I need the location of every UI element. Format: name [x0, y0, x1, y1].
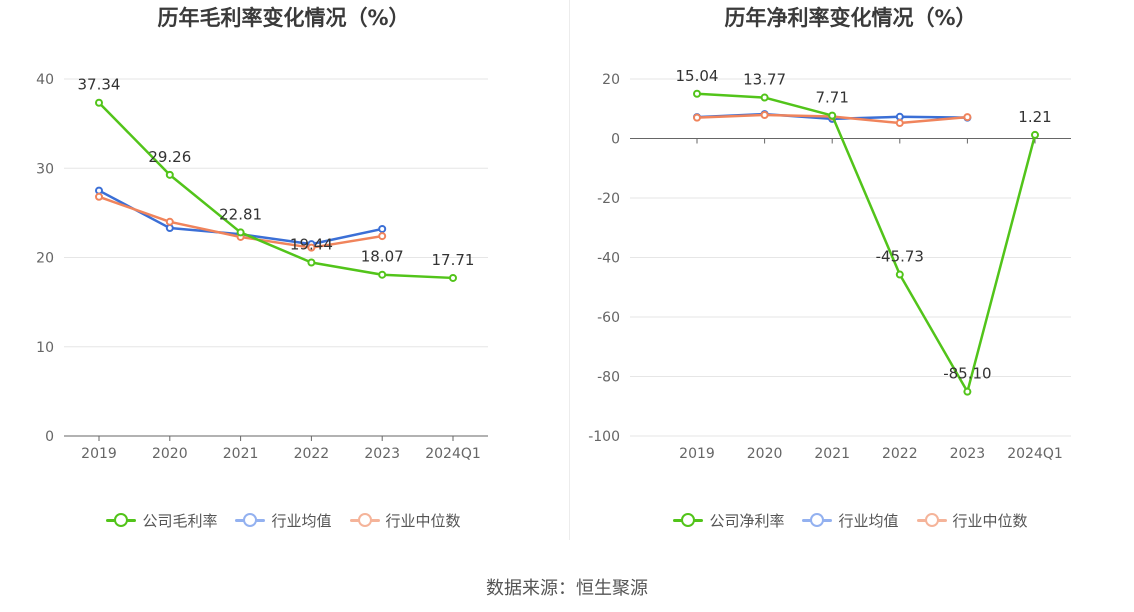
gross-margin-chart: 历年毛利率变化情况（%） 0 10 20 30 40 2019 2020 2021 2022 20…	[0, 0, 567, 545]
data-label: 29.26	[148, 148, 191, 166]
data-point-avg	[378, 224, 387, 233]
y-tick-label: 20	[36, 251, 54, 267]
data-point-company	[378, 270, 387, 279]
x-tick-label: 2023	[364, 446, 400, 462]
legend-label: 公司毛利率	[142, 512, 218, 530]
legend-item-median[interactable]: 行业中位数	[349, 510, 461, 531]
data-point-company	[693, 89, 701, 98]
data-point-median	[307, 243, 316, 252]
x-tick-label: 2019	[679, 446, 715, 462]
y-tick-label: 0	[45, 429, 54, 445]
data-point-avg	[165, 224, 174, 233]
y-tick-label: -100	[588, 429, 620, 445]
x-tick-label: 2023	[950, 446, 986, 462]
data-point-company	[165, 170, 174, 179]
x-tick-label: 2024Q1	[1007, 446, 1063, 462]
data-point-median	[693, 113, 701, 122]
x-tick-label: 2021	[814, 446, 850, 462]
legend-label: 行业均值	[838, 512, 899, 530]
legend-marker-icon	[673, 513, 704, 527]
data-point-median	[760, 110, 769, 119]
net-margin-chart: 历年净利率变化情况（%） -100 -80 -60 -40 -20 0 20 2019 2020…	[567, 0, 1134, 545]
data-point-median	[378, 232, 387, 241]
legend-marker-icon	[916, 513, 947, 527]
y-tick-label: 0	[611, 132, 620, 148]
data-point-company	[828, 111, 837, 120]
legend-item-company[interactable]: 公司毛利率	[106, 510, 217, 531]
data-point-company	[95, 98, 103, 107]
data-point-company	[895, 270, 904, 279]
x-tick-label: 2019	[81, 446, 117, 462]
x-tick-label: 2022	[294, 446, 330, 462]
legend: 公司净利率 行业均值 行业中位数	[567, 510, 1134, 531]
data-point-median	[963, 113, 972, 122]
legend-marker-icon	[106, 513, 137, 527]
y-tick-label: 30	[36, 161, 54, 177]
data-label: 1.21	[1018, 108, 1051, 126]
gross-margin-plot: 0 10 20 30 40 2019 2020 2021 2022 2023 2024Q1 37.34…	[36, 72, 488, 462]
legend-marker-icon	[235, 513, 266, 527]
x-tick-label: 2022	[882, 446, 918, 462]
data-label: 15.04	[676, 67, 719, 85]
series-line-company	[98, 101, 454, 280]
legend-label: 行业中位数	[385, 512, 461, 530]
x-tick-label: 2020	[747, 446, 783, 462]
legend-label: 行业中位数	[952, 512, 1028, 530]
net-margin-plot: -100 -80 -60 -40 -20 0 20 2019 2020 2021 2022 2023 2…	[588, 67, 1071, 462]
data-point-company	[760, 93, 769, 102]
legend-item-avg[interactable]: 行业均值	[802, 510, 899, 531]
data-label: 18.07	[361, 248, 404, 266]
legend-item-avg[interactable]: 行业均值	[235, 510, 332, 531]
legend-item-median[interactable]: 行业中位数	[916, 510, 1028, 531]
y-tick-label: -60	[597, 310, 620, 326]
data-point-avg	[95, 186, 103, 195]
legend: 公司毛利率 行业均值 行业中位数	[0, 510, 567, 531]
legend-label: 行业均值	[271, 512, 332, 530]
x-tick-label: 2024Q1	[425, 446, 481, 462]
legend-marker-icon	[349, 513, 380, 527]
data-label: 37.34	[78, 76, 121, 94]
data-label: -45.73	[876, 248, 924, 266]
series-line-company	[696, 92, 1037, 393]
data-point-median	[95, 192, 103, 201]
data-point-company	[307, 258, 316, 267]
data-point-median	[165, 217, 174, 226]
y-tick-label: -40	[597, 251, 620, 267]
chart-title: 历年净利率变化情况（%）	[724, 6, 977, 30]
x-tick-label: 2020	[152, 446, 188, 462]
data-point-company	[1031, 130, 1039, 139]
legend-label: 公司净利率	[709, 512, 785, 530]
data-label: 13.77	[743, 71, 786, 89]
data-label: 17.71	[432, 251, 475, 269]
y-tick-label: 20	[602, 72, 620, 88]
data-label: 22.81	[219, 205, 262, 223]
data-label: -85.10	[943, 365, 991, 383]
panel-divider	[569, 0, 570, 540]
y-tick-label: -20	[597, 191, 620, 207]
data-point-company	[236, 228, 245, 237]
data-point-company	[963, 387, 972, 396]
y-tick-label: 40	[36, 72, 54, 88]
x-tick-label: 2021	[223, 446, 259, 462]
y-tick-label: 10	[36, 340, 54, 356]
data-point-avg	[895, 112, 904, 121]
data-point-median	[895, 119, 904, 128]
data-source: 数据来源：恒生聚源	[486, 578, 648, 599]
data-label: 7.71	[815, 89, 848, 107]
y-tick-label: -80	[597, 370, 620, 386]
data-label: 19.44	[290, 235, 333, 253]
chart-title: 历年毛利率变化情况（%）	[157, 6, 410, 30]
data-point-company	[449, 273, 457, 282]
legend-marker-icon	[802, 513, 833, 527]
legend-item-company[interactable]: 公司净利率	[673, 510, 784, 531]
